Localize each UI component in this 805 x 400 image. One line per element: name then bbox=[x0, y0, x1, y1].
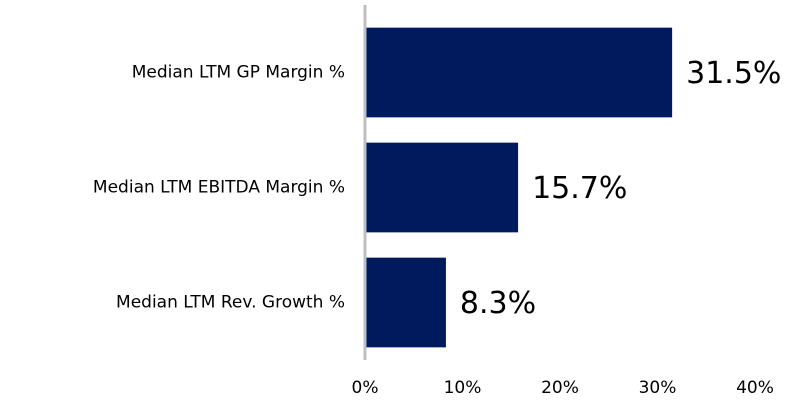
value-label: 8.3% bbox=[460, 286, 536, 321]
value-label: 31.5% bbox=[686, 56, 781, 91]
value-label: 15.7% bbox=[532, 171, 627, 206]
category-label: Median LTM GP Margin % bbox=[132, 63, 345, 83]
bar bbox=[365, 142, 519, 233]
bar bbox=[365, 27, 673, 118]
x-tick-label: 40% bbox=[736, 378, 774, 398]
x-tick-label: 30% bbox=[639, 378, 677, 398]
x-tick-label: 0% bbox=[352, 378, 379, 398]
x-tick-label: 20% bbox=[541, 378, 579, 398]
x-tick-label: 10% bbox=[444, 378, 482, 398]
category-label: Median LTM Rev. Growth % bbox=[116, 293, 345, 313]
bar bbox=[365, 257, 446, 348]
category-label: Median LTM EBITDA Margin % bbox=[93, 178, 345, 198]
